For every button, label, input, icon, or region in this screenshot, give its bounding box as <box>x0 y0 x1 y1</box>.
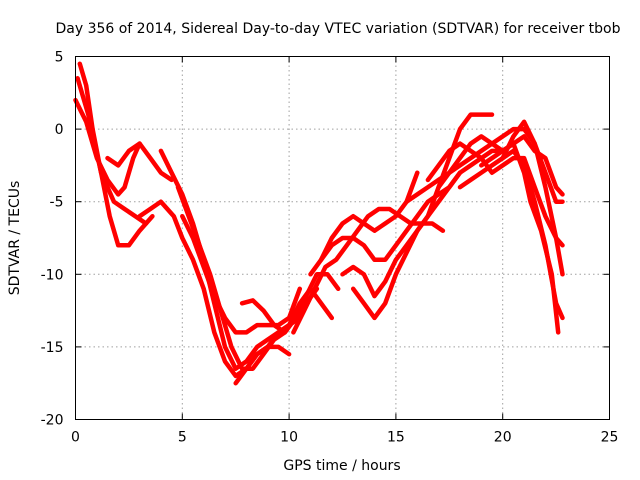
chart-title: Day 356 of 2014, Sidereal Day-to-day VTE… <box>55 21 620 37</box>
x-tick-label: 5 <box>178 430 187 446</box>
series-track-15 <box>350 112 495 321</box>
x-tick-label: 0 <box>71 430 80 446</box>
series-track-18 <box>425 141 565 248</box>
series-track-4 <box>105 141 174 183</box>
series-track-20 <box>479 141 561 335</box>
y-axis-label: SDTVAR / TECUs <box>7 181 23 296</box>
y-tick-label: -15 <box>41 340 64 356</box>
series-track-8 <box>180 213 303 335</box>
y-tick-label: -10 <box>41 267 64 283</box>
y-tick-label: -5 <box>50 195 64 211</box>
series-track-3 <box>77 61 155 248</box>
series-track-13 <box>318 170 420 263</box>
y-tick-label: -20 <box>41 413 64 429</box>
x-tick-label: 20 <box>494 430 512 446</box>
x-tick-label: 10 <box>280 430 298 446</box>
plot-frame <box>75 56 610 420</box>
y-tick-label: 0 <box>55 122 64 138</box>
series-track-9 <box>233 286 335 386</box>
x-axis-label: GPS time / hours <box>283 458 400 474</box>
series-track-1 <box>73 97 142 197</box>
y-tick-label: 5 <box>55 50 64 66</box>
x-tick-label: 15 <box>387 430 405 446</box>
data-series <box>73 61 565 386</box>
x-tick-label: 25 <box>601 430 619 446</box>
series-track-21 <box>500 119 565 277</box>
series-track-11 <box>291 206 446 335</box>
x-ticks: 0 5 10 15 20 25 <box>71 56 619 446</box>
y-ticks: 5 0 -5 -10 -15 -20 <box>41 50 610 429</box>
